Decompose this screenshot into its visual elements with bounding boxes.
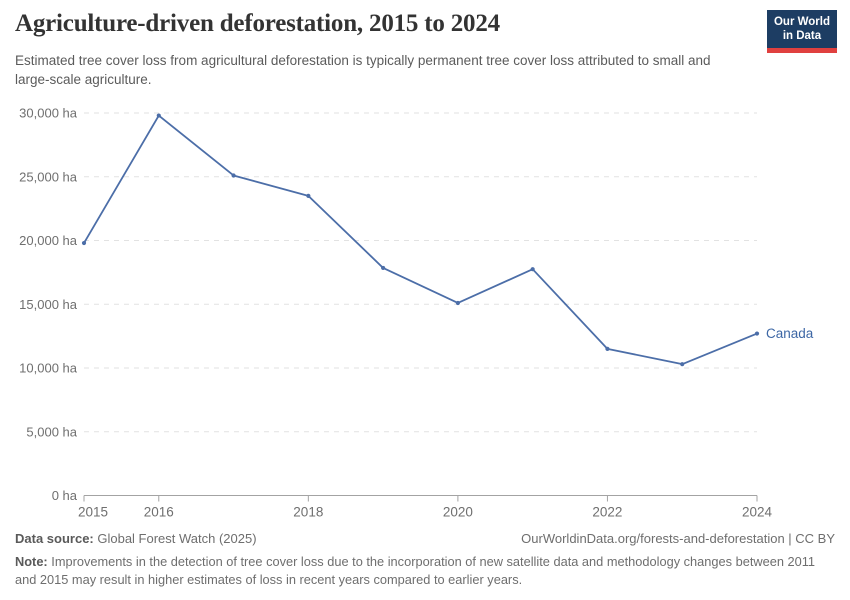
data-source-value: Global Forest Watch (2025) [93, 531, 257, 546]
chart-subtitle: Estimated tree cover loss from agricultu… [15, 53, 711, 88]
x-axis-tick-label: 2020 [443, 505, 473, 520]
owid-logo-line1: Our World [773, 16, 830, 28]
source-row: Data source: Global Forest Watch (2025) … [15, 531, 835, 546]
data-point-2022[interactable] [605, 346, 610, 351]
note-text: Improvements in the detection of tree co… [15, 554, 816, 588]
data-point-2020[interactable] [455, 300, 460, 306]
data-point-2023[interactable] [680, 362, 685, 367]
line-chart: 0 ha 5,000 ha 10,000 ha 15,000 ha 20,000 ha 2… [19, 106, 814, 520]
chart-note: Note: Improvements in the detection of t… [15, 553, 835, 589]
data-point-2024[interactable] [754, 331, 760, 336]
data-source: Data source: Global Forest Watch (2025) [15, 531, 257, 546]
series-line-canada[interactable] [83, 114, 758, 366]
y-axis-tick-label: 20,000 ha [19, 233, 78, 248]
y-axis-tick-label: 30,000 ha [19, 106, 78, 121]
page-title: Agriculture-driven deforestation, 2015 t… [15, 10, 500, 37]
note-label: Note: [15, 554, 48, 569]
series-entity-label[interactable]: Canada [766, 326, 814, 341]
y-axis-tick-label: 10,000 ha [19, 361, 78, 376]
x-axis-tick-label: 2016 [144, 505, 174, 520]
data-source-label: Data source: [15, 531, 94, 546]
chart-footer: Data source: Global Forest Watch (2025) … [15, 531, 835, 589]
x-axis-tick-label: 2024 [742, 505, 773, 520]
y-axis-tick-label: 5,000 ha [26, 424, 77, 439]
x-axis-tick-label: 2018 [293, 505, 323, 520]
owid-url-link[interactable]: OurWorldinData.org/forests-and-deforesta… [521, 531, 835, 546]
data-point-2019[interactable] [381, 265, 386, 271]
owid-logo[interactable]: Our World in Data [766, 10, 837, 53]
y-axis-tick-label: 15,000 ha [19, 297, 78, 312]
data-point-2016[interactable] [156, 113, 161, 118]
data-point-2017[interactable] [231, 173, 236, 178]
y-axis-tick-label: 0 ha [52, 488, 78, 503]
x-axis-tick-label: 2022 [592, 505, 622, 520]
data-point-2021[interactable] [530, 267, 535, 272]
x-axis-tick-label: 2015 [78, 505, 108, 520]
data-point-2018[interactable] [306, 193, 311, 198]
owid-logo-line2: in Data [782, 30, 822, 43]
y-axis-tick-label: 25,000 ha [19, 169, 78, 184]
data-point-2015[interactable] [81, 240, 87, 246]
